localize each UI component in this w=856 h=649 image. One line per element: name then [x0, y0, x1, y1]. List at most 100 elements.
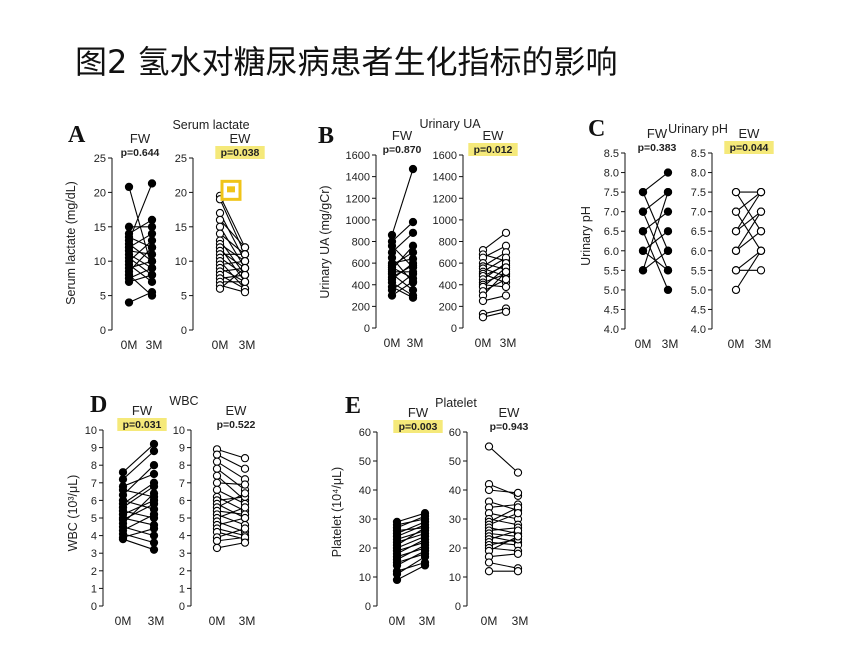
pair-line	[219, 267, 246, 273]
pair-line	[219, 260, 246, 266]
pair-line	[391, 168, 414, 236]
y-axis-label: Platelet (10⁴/μL)	[330, 467, 344, 557]
y-tick-label: 8.0	[604, 168, 619, 180]
data-point	[638, 207, 648, 216]
data-point	[513, 468, 523, 477]
panel-a: A Serum lactate Serum lactate (mg/dL) 0 5 10 1…	[64, 118, 265, 352]
data-point	[118, 475, 128, 484]
pair-line	[488, 503, 519, 508]
data-point	[215, 222, 225, 231]
data-point	[212, 471, 222, 480]
pair-line	[642, 250, 669, 271]
data-point	[638, 187, 648, 197]
pair-line	[219, 267, 246, 290]
y-tick-label: 5	[179, 513, 185, 525]
pair-line	[216, 528, 246, 538]
data-point	[420, 552, 430, 561]
y-tick-label: 7.0	[691, 207, 706, 219]
y-tick-label: 7	[179, 478, 185, 490]
data-point	[212, 450, 222, 459]
x-tick-label: 0M	[475, 336, 492, 350]
data-point	[240, 263, 250, 273]
data-point	[731, 285, 741, 295]
pair-line	[122, 538, 155, 551]
data-point	[240, 288, 250, 297]
pair-line	[122, 528, 155, 538]
pair-line	[122, 450, 155, 480]
panel-letter: B	[318, 123, 334, 149]
data-point	[408, 258, 418, 268]
y-axis-label: Urinary UA (mg/gCr)	[318, 185, 332, 298]
data-point	[240, 454, 250, 463]
data-point	[484, 485, 494, 495]
pair-line	[488, 527, 519, 532]
y-tick-label: 10	[173, 425, 185, 437]
data-point	[638, 266, 648, 275]
y-tick-label: 5	[181, 291, 187, 303]
y-tick-label: 2	[179, 566, 185, 578]
data-point	[240, 513, 250, 523]
data-point	[147, 277, 157, 286]
y-axis-label: Urinary pH	[579, 206, 593, 266]
data-point	[147, 236, 157, 245]
data-point	[756, 227, 766, 236]
y-tick-label: 6.0	[604, 246, 619, 258]
y-tick-label: 0	[179, 601, 185, 613]
y-tick-label: 3	[91, 548, 97, 560]
data-point	[731, 266, 741, 275]
pair-line	[396, 561, 426, 572]
pair-line	[396, 564, 426, 581]
pair-line	[488, 446, 519, 474]
y-tick-label: 1	[91, 583, 97, 595]
data-point	[663, 207, 673, 216]
data-point	[147, 179, 157, 188]
pair-line	[219, 226, 246, 269]
pair-line	[122, 517, 155, 526]
y-tick-label: 5	[91, 513, 97, 525]
x-tick-label: 3M	[148, 614, 165, 628]
y-tick-label: 40	[359, 485, 371, 497]
pair-line	[735, 250, 762, 271]
data-point	[484, 567, 494, 576]
y-tick-label: 8.5	[604, 148, 619, 160]
y-tick-label: 4	[91, 531, 97, 543]
pair-line	[642, 230, 669, 252]
pair-line	[122, 499, 155, 510]
pair-line	[482, 232, 507, 251]
y-tick-label: 15	[175, 222, 187, 234]
y-tick-label: 9	[179, 443, 185, 455]
pair-line	[391, 232, 414, 253]
y-tick-label: 60	[449, 427, 461, 439]
panel-title: Platelet	[435, 396, 477, 410]
pair-line	[488, 535, 519, 552]
data-point	[215, 284, 225, 293]
y-tick-label: 8.0	[691, 168, 706, 180]
data-point	[501, 307, 511, 316]
data-point	[149, 499, 159, 509]
group-fw: 4.0 4.5 5.0 5.5 6.0 6.5 7.0 7.5 8.0 8.5 0M 3M FWp=0.…	[604, 126, 679, 351]
pair-line	[216, 448, 246, 459]
data-point	[513, 532, 523, 541]
pair-line	[219, 243, 246, 262]
pair-line	[216, 492, 246, 508]
pair-line	[128, 183, 153, 241]
data-point	[420, 561, 430, 570]
pair-line	[122, 503, 155, 521]
pair-line	[122, 513, 155, 531]
y-tick-label: 6.5	[604, 226, 619, 238]
x-tick-label: 3M	[512, 614, 529, 628]
panel-c: C Urinary pH Urinary pH 4.0 4.5 5.0 5.5 6.0 6.5 7…	[579, 116, 774, 351]
y-tick-label: 4.0	[604, 324, 619, 336]
data-point	[124, 277, 134, 286]
group-label: FW	[130, 131, 151, 146]
pair-line	[396, 556, 426, 575]
y-tick-label: 1600	[346, 150, 370, 162]
pair-line	[216, 496, 246, 501]
panel-letter: E	[345, 393, 361, 419]
y-tick-label: 30	[359, 514, 371, 526]
data-point	[513, 567, 523, 576]
data-point	[149, 469, 159, 479]
y-tick-label: 6	[91, 495, 97, 507]
